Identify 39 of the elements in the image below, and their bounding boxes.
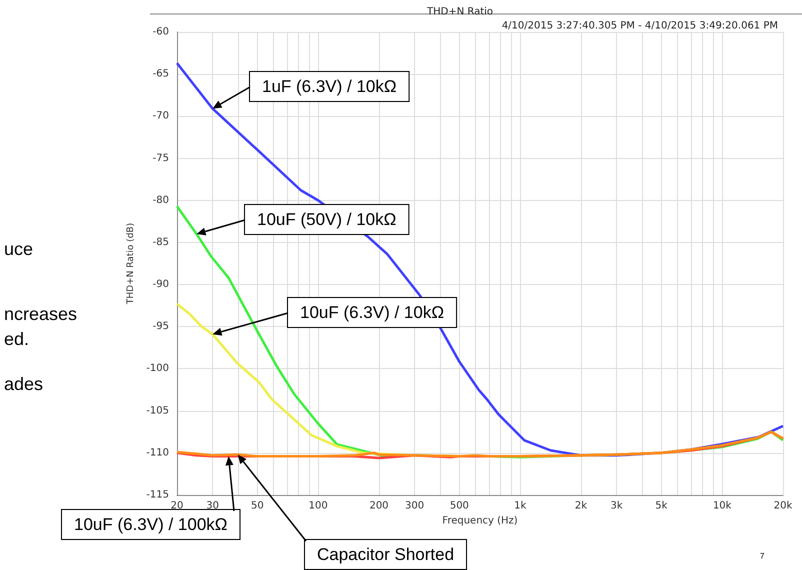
x-tick-label: 10k [712,500,732,512]
text: ades [4,374,44,394]
y-tick-label: -105 [146,405,169,416]
x-tick-label: 200 [369,500,389,512]
y-tick-label: -100 [146,363,169,374]
y-tick-label: -110 [146,447,169,458]
text: ncreases [4,304,78,324]
y-tick-label: -95 [152,321,169,332]
y-tick-label: -80 [152,194,169,206]
x-tick-label: 1k [514,500,526,512]
y-tick-label: -90 [152,279,169,290]
x-tick-label: 20k [774,500,792,512]
chart-title: THD+N Ratio [426,6,494,18]
x-tick-label: 5k [655,500,668,512]
annotation: 1uF (6.3V) / 10kΩ [262,77,397,96]
annotation: Capacitor Shorted [317,545,454,564]
x-tick-label: 300 [405,500,424,512]
y-tick-label: -70 [152,110,169,122]
x-tick-label: 100 [308,500,328,512]
x-tick-label: 20 [170,500,184,512]
y-tick-label: -60 [152,26,169,38]
y-tick-label: -85 [152,236,169,248]
text: 7 [760,552,765,560]
annotation: 10uF (6.3V) / 100kΩ [74,515,228,534]
x-tick-label: 2k [574,500,588,512]
y-tick-label: -75 [152,152,169,164]
annotation: 10uF (50V) / 10kΩ [257,210,396,229]
x-axis-title: Frequency (Hz) [442,515,518,526]
y-tick-label: -115 [146,490,169,500]
chart-subtitle: 4/10/2015 3:27:40.305 PM - 4/10/2015 3:49:20.061 PM [502,20,778,32]
text: ed. [4,329,30,349]
x-tick-label: 50 [251,500,264,512]
x-tick-label: 3k [610,500,623,512]
y-tick-label: -65 [152,68,169,80]
x-tick-label: 500 [450,500,469,512]
x-tick-label: 30 [206,500,219,512]
y-axis-title: THD+N Ratio (dB) [126,222,136,306]
text: uce [4,239,34,259]
annotation: 10uF (6.3V) / 10kΩ [300,303,444,322]
